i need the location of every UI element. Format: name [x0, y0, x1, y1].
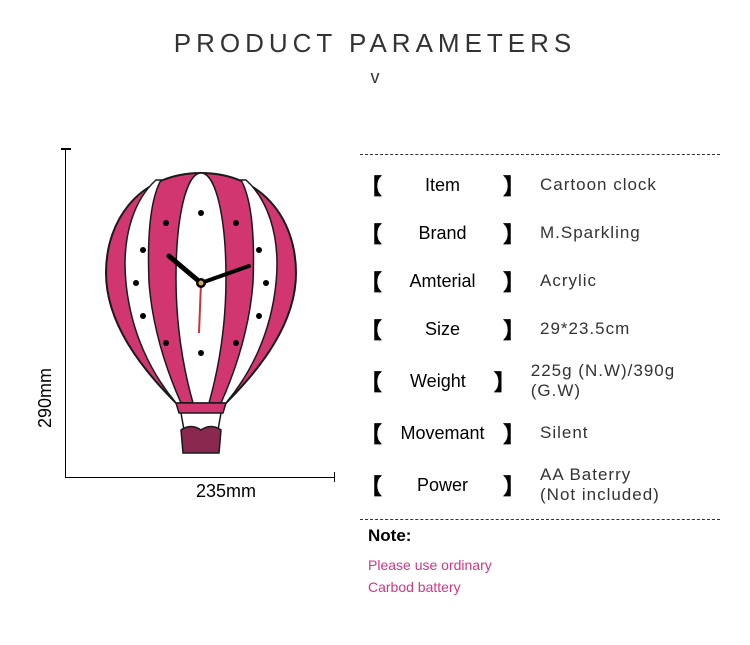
- param-row: 【Movemant】Silent: [360, 409, 720, 457]
- bracket-right-icon: 】: [503, 265, 525, 297]
- bracket-left-icon: 【: [360, 365, 382, 397]
- param-label-wrap: 【Power】: [360, 469, 525, 501]
- divider-bottom: [360, 519, 720, 520]
- dimension-vertical-label: 290mm: [35, 368, 56, 428]
- bracket-right-icon: 】: [503, 217, 525, 249]
- param-value: 225g (N.W)/390g (G.W): [516, 361, 720, 401]
- param-value: 29*23.5cm: [525, 319, 630, 339]
- param-label: Amterial: [382, 271, 503, 292]
- param-row: 【Weight】225g (N.W)/390g (G.W): [360, 353, 720, 409]
- divider-top: [360, 154, 720, 155]
- param-label: Item: [382, 175, 503, 196]
- bracket-right-icon: 】: [503, 313, 525, 345]
- param-value: Silent: [525, 423, 589, 443]
- page-title: PRODUCT PARAMETERS: [0, 28, 750, 59]
- bracket-right-icon: 】: [503, 469, 525, 501]
- param-label: Movemant: [382, 423, 503, 444]
- param-label-wrap: 【Brand】: [360, 217, 525, 249]
- product-image-section: 290mm: [30, 148, 340, 599]
- dimension-frame: 235mm: [65, 148, 335, 478]
- param-row: 【Item】Cartoon clock: [360, 161, 720, 209]
- bracket-left-icon: 【: [360, 265, 382, 297]
- bracket-left-icon: 【: [360, 169, 382, 201]
- bracket-left-icon: 【: [360, 417, 382, 449]
- bracket-right-icon: 】: [494, 365, 516, 397]
- param-label: Size: [382, 319, 503, 340]
- param-value: Acrylic: [525, 271, 597, 291]
- param-row: 【Power】AA Baterry(Not included): [360, 457, 720, 513]
- parameters-table: 【Item】Cartoon clock【Brand】M.Sparkling【Am…: [340, 148, 720, 599]
- param-label-wrap: 【Item】: [360, 169, 525, 201]
- dimension-horizontal-label: 235mm: [196, 481, 256, 502]
- param-row: 【Size】29*23.5cm: [360, 305, 720, 353]
- param-value: AA Baterry(Not included): [525, 465, 660, 505]
- bracket-left-icon: 【: [360, 217, 382, 249]
- bracket-left-icon: 【: [360, 469, 382, 501]
- param-value: Cartoon clock: [525, 175, 657, 195]
- param-label-wrap: 【Weight】: [360, 365, 516, 397]
- param-value: M.Sparkling: [525, 223, 641, 243]
- bracket-right-icon: 】: [503, 417, 525, 449]
- param-label-wrap: 【Movemant】: [360, 417, 525, 449]
- chevron-down-icon: v: [0, 67, 750, 88]
- bracket-right-icon: 】: [503, 169, 525, 201]
- param-label-wrap: 【Amterial】: [360, 265, 525, 297]
- note-text: Please use ordinaryCarbod battery: [368, 554, 720, 599]
- param-row: 【Brand】M.Sparkling: [360, 209, 720, 257]
- param-label-wrap: 【Size】: [360, 313, 525, 345]
- balloon-clock-illustration: [81, 158, 321, 458]
- param-label: Weight: [382, 371, 494, 392]
- note-title: Note:: [368, 526, 720, 546]
- param-row: 【Amterial】Acrylic: [360, 257, 720, 305]
- param-label: Power: [382, 475, 503, 496]
- bracket-left-icon: 【: [360, 313, 382, 345]
- param-label: Brand: [382, 223, 503, 244]
